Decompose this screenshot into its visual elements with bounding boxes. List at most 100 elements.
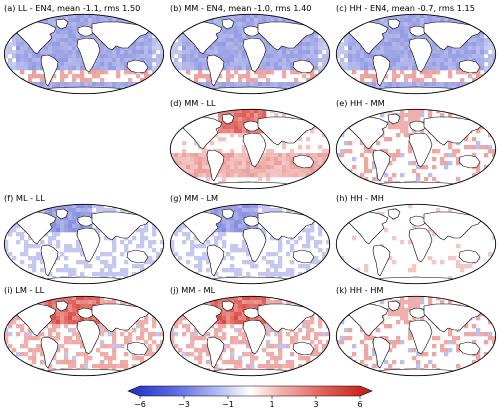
- field-cell: [108, 252, 113, 257]
- field-cell: [348, 185, 353, 189]
- field-cell: [124, 372, 129, 376]
- coastline-australia: [126, 249, 149, 264]
- field-cell: [270, 173, 275, 178]
- field-cell: [242, 161, 247, 166]
- field-cell: [120, 360, 125, 365]
- field-cell: [88, 14, 93, 19]
- field-cell: [226, 312, 231, 317]
- field-cell: [178, 157, 183, 162]
- field-cell: [432, 46, 437, 51]
- field-cell: [222, 228, 227, 233]
- field-cell: [194, 153, 199, 158]
- field-cell: [136, 54, 141, 59]
- field-cell: [488, 336, 493, 341]
- field-cell: [148, 344, 153, 349]
- field-cell: [88, 316, 93, 321]
- field-cell: [218, 46, 223, 51]
- field-cell: [326, 173, 330, 178]
- field-cell: [170, 276, 175, 281]
- coastline-europe: [77, 215, 95, 227]
- field-cell: [32, 54, 37, 59]
- field-cell: [452, 14, 457, 19]
- field-cell: [76, 58, 81, 63]
- field-cell: [132, 90, 137, 94]
- field-cell: [108, 344, 113, 349]
- field-cell: [32, 268, 37, 273]
- field-cell: [314, 165, 319, 170]
- field-cell: [132, 296, 137, 301]
- field-cell: [108, 18, 113, 23]
- field-cell: [28, 348, 33, 353]
- coastline-northAmerica: [15, 211, 57, 245]
- field-cell: [238, 78, 243, 83]
- field-cell: [68, 208, 73, 213]
- field-cell: [246, 109, 251, 114]
- field-cell: [262, 74, 267, 79]
- field-cell: [424, 18, 429, 23]
- field-cell: [230, 352, 235, 357]
- field-cell: [170, 90, 175, 94]
- field-cell: [396, 58, 401, 63]
- field-cell: [226, 316, 231, 321]
- field-cell: [144, 82, 149, 87]
- field-cell: [262, 256, 267, 261]
- field-cell: [352, 50, 357, 55]
- field-cell: [246, 212, 251, 217]
- colorbar-tick-label: 3: [313, 400, 318, 408]
- field-cell: [174, 312, 179, 317]
- field-cell: [72, 30, 77, 35]
- field-cell: [348, 50, 353, 55]
- coastline-greenland: [387, 300, 401, 312]
- field-cell: [230, 157, 235, 162]
- field-cell: [282, 50, 287, 55]
- field-cell: [80, 208, 85, 213]
- field-cell: [206, 173, 211, 178]
- field-cell: [210, 204, 215, 209]
- field-cell: [186, 236, 191, 241]
- field-cell: [234, 165, 239, 170]
- field-cell: [242, 109, 247, 114]
- field-cell: [250, 360, 255, 365]
- field-cell: [194, 141, 199, 146]
- field-cell: [4, 368, 9, 373]
- field-cell: [322, 348, 327, 353]
- field-cell: [96, 70, 101, 75]
- field-cell: [372, 14, 377, 19]
- field-cell: [88, 78, 93, 83]
- field-cell: [238, 208, 243, 213]
- field-cell: [100, 272, 105, 277]
- field-cell: [190, 62, 195, 67]
- field-cell: [24, 58, 29, 63]
- field-cell: [198, 356, 203, 361]
- field-cell: [170, 316, 175, 321]
- field-cell: [416, 113, 421, 118]
- field-cell: [238, 161, 243, 166]
- field-cell: [306, 324, 311, 329]
- field-cell: [64, 224, 69, 229]
- field-cell: [380, 300, 385, 305]
- field-cell: [278, 169, 283, 174]
- field-cell: [492, 70, 496, 75]
- field-cell: [360, 46, 365, 51]
- field-cell: [412, 169, 417, 174]
- field-cell: [270, 352, 275, 357]
- field-cell: [266, 82, 271, 87]
- field-cell: [408, 304, 413, 309]
- field-cell: [182, 173, 187, 178]
- field-cell: [140, 90, 145, 94]
- field-cell: [88, 212, 93, 217]
- field-cell: [352, 38, 357, 43]
- field-cell: [484, 82, 489, 87]
- field-cell: [4, 332, 9, 337]
- field-cell: [174, 185, 179, 189]
- coastline-greenland: [221, 113, 235, 125]
- field-cell: [40, 90, 45, 94]
- field-cell: [174, 50, 179, 55]
- field-cell: [8, 42, 13, 47]
- field-cell: [368, 66, 373, 71]
- field-cell: [484, 70, 489, 75]
- field-cell: [400, 66, 405, 71]
- field-cell: [314, 42, 319, 47]
- field-cell: [174, 78, 179, 83]
- field-cell: [156, 58, 161, 63]
